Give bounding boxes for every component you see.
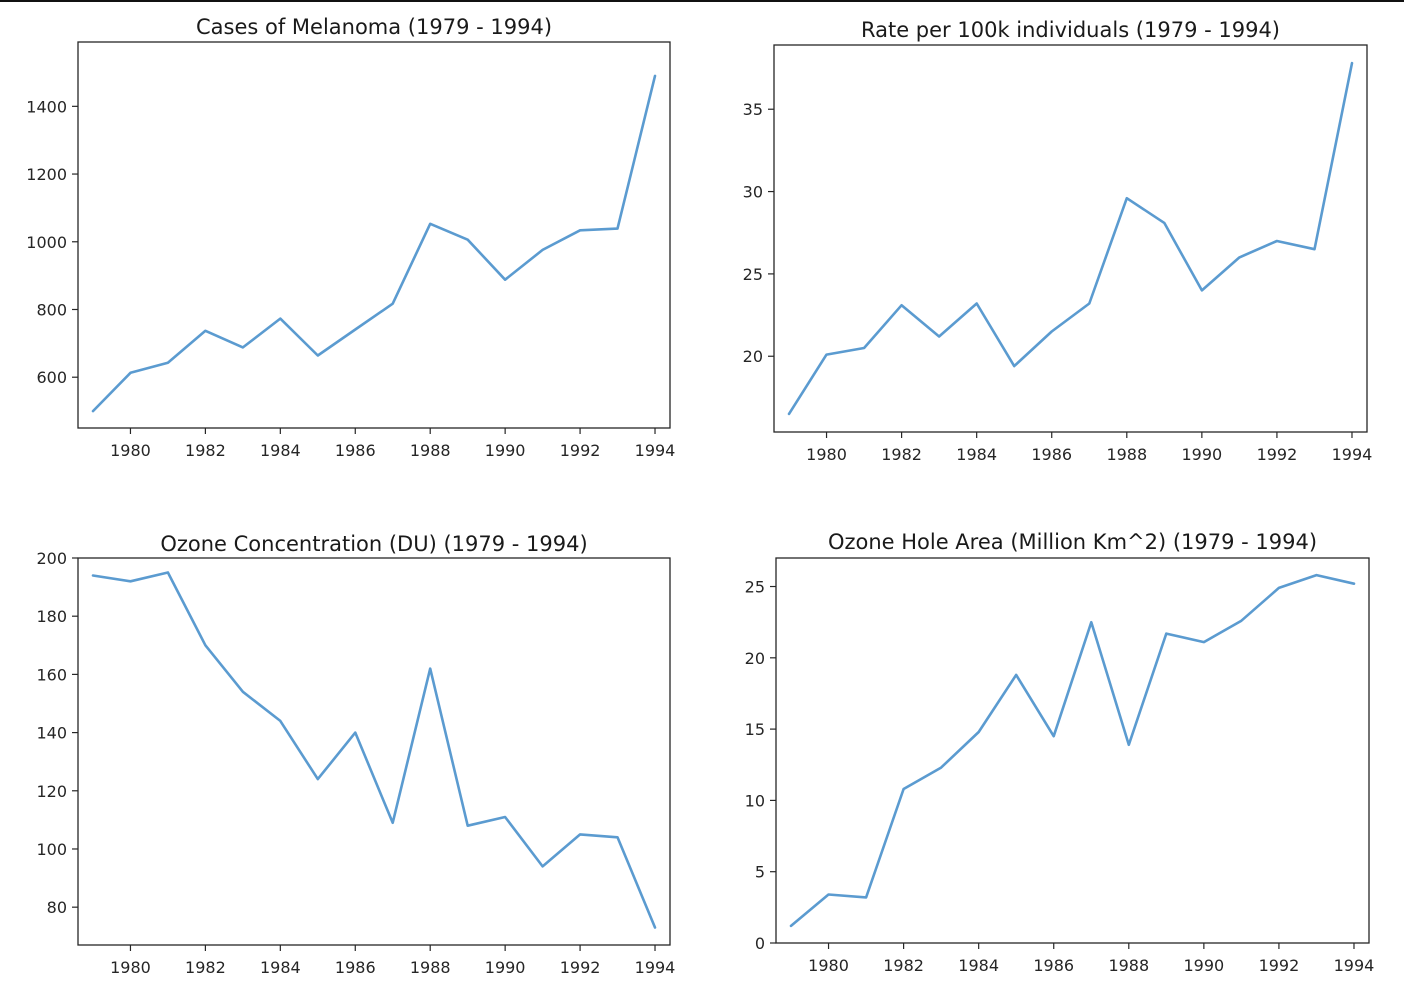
x-tick-label: 1992 xyxy=(1257,445,1298,464)
chart-title: Cases of Melanoma (1979 - 1994) xyxy=(196,15,552,39)
x-tick-label: 1988 xyxy=(1106,445,1147,464)
y-tick-label: 120 xyxy=(36,782,67,801)
x-tick-label: 1990 xyxy=(485,958,526,977)
x-tick-label: 1986 xyxy=(1033,956,1074,975)
x-tick-label: 1980 xyxy=(808,956,849,975)
y-tick-label: 140 xyxy=(36,724,67,743)
axes-frame xyxy=(775,557,1370,944)
x-tick-label: 1994 xyxy=(1332,445,1373,464)
x-tick-label: 1980 xyxy=(806,445,847,464)
x-tick-label: 1982 xyxy=(881,445,922,464)
x-tick-label: 1982 xyxy=(185,441,226,460)
x-tick-label: 1988 xyxy=(410,441,451,460)
x-tick-label: 1986 xyxy=(335,441,376,460)
x-tick-label: 1990 xyxy=(1184,956,1225,975)
y-tick-label: 1400 xyxy=(26,97,67,116)
series-line-1 xyxy=(91,74,657,413)
series-line-1 xyxy=(91,571,657,929)
series-line-1 xyxy=(789,573,1356,928)
y-tick-label: 10 xyxy=(745,791,765,810)
y-tick-label: 1000 xyxy=(26,233,67,252)
y-tick-label: 15 xyxy=(745,720,765,739)
chart-panel-2: Rate per 100k individuals (1979 - 1994) 1… xyxy=(743,18,1373,464)
x-tick-label: 1990 xyxy=(485,441,526,460)
y-tick-label: 35 xyxy=(743,100,763,119)
x-tick-label: 1986 xyxy=(1031,445,1072,464)
x-tick-label: 1994 xyxy=(635,441,676,460)
x-tick-label: 1988 xyxy=(1108,956,1149,975)
x-tick-label: 1982 xyxy=(883,956,924,975)
chart-title: Ozone Hole Area (Million Km^2) (1979 - 1… xyxy=(828,530,1317,554)
y-tick-label: 0 xyxy=(755,934,765,953)
top-border-line xyxy=(0,0,1404,2)
y-tick-label: 600 xyxy=(36,368,67,387)
x-tick-label: 1984 xyxy=(958,956,999,975)
x-tick-label: 1994 xyxy=(635,958,676,977)
y-tick-label: 1200 xyxy=(26,165,67,184)
y-tick-label: 80 xyxy=(47,898,67,917)
x-tick-label: 1990 xyxy=(1182,445,1223,464)
chart-title: Rate per 100k individuals (1979 - 1994) xyxy=(861,18,1280,42)
y-tick-label: 30 xyxy=(743,183,763,202)
axes-frame xyxy=(77,41,671,429)
y-tick-label: 25 xyxy=(743,265,763,284)
y-tick-label: 5 xyxy=(755,863,765,882)
axes-frame xyxy=(77,557,671,946)
x-tick-label: 1984 xyxy=(260,441,301,460)
x-tick-label: 1984 xyxy=(956,445,997,464)
y-tick-label: 100 xyxy=(36,840,67,859)
x-tick-label: 1992 xyxy=(1259,956,1300,975)
y-tick-label: 20 xyxy=(743,347,763,366)
x-tick-label: 1984 xyxy=(260,958,301,977)
y-tick-label: 25 xyxy=(745,578,765,597)
y-tick-label: 20 xyxy=(745,649,765,668)
y-tick-label: 160 xyxy=(36,665,67,684)
chart-panel-1: Cases of Melanoma (1979 - 1994) 1980 1982 1… xyxy=(26,15,675,460)
axes-frame xyxy=(773,44,1368,433)
x-tick-label: 1982 xyxy=(185,958,226,977)
y-tick-label: 200 xyxy=(36,549,67,568)
chart-title: Ozone Concentration (DU) (1979 - 1994) xyxy=(160,532,587,556)
y-tick-label: 180 xyxy=(36,607,67,626)
x-tick-label: 1980 xyxy=(110,958,151,977)
chart-panel-4: Ozone Hole Area (Million Km^2) (1979 - 1… xyxy=(745,530,1375,975)
x-tick-label: 1994 xyxy=(1334,956,1375,975)
x-tick-label: 1992 xyxy=(560,958,601,977)
y-tick-label: 800 xyxy=(36,300,67,319)
series-line-1 xyxy=(787,61,1354,416)
x-tick-label: 1988 xyxy=(410,958,451,977)
chart-panel-3: Ozone Concentration (DU) (1979 - 1994) 19… xyxy=(36,532,675,977)
x-tick-label: 1992 xyxy=(560,441,601,460)
x-tick-label: 1980 xyxy=(110,441,151,460)
x-tick-label: 1986 xyxy=(335,958,376,977)
